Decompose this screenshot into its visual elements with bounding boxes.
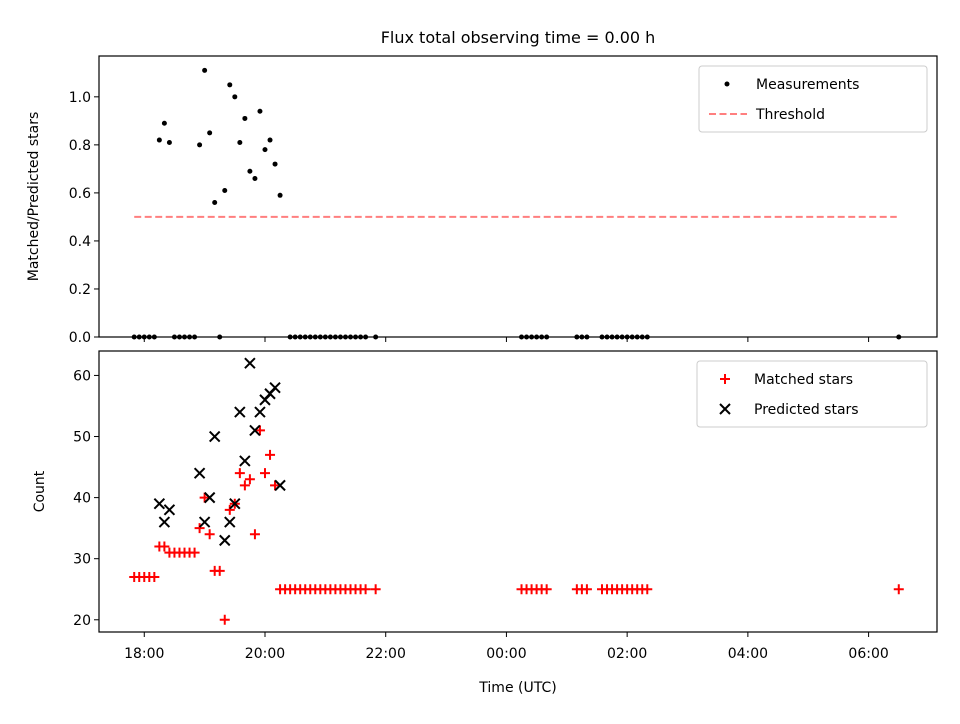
x-tick-label: 18:00: [124, 646, 164, 662]
measurement-point: [161, 120, 167, 126]
plot-frame: [98, 350, 938, 633]
matched-star-point: [194, 523, 205, 534]
matched-star-point: [159, 541, 170, 552]
legend: Matched stars Predicted stars: [696, 360, 928, 428]
predicted-star-point: [239, 455, 251, 467]
matched-star-point: [149, 572, 160, 583]
y-axis-label: Count: [32, 470, 48, 512]
matched-star-point: [642, 584, 653, 595]
predicted-star-point: [208, 430, 221, 443]
matched-star-point: [893, 584, 904, 595]
predicted-star-point: [249, 424, 261, 437]
measurement-point: [222, 187, 228, 193]
measurement-point: [202, 67, 208, 73]
measurement-point: [262, 147, 268, 153]
x-tick-label: 06:00: [848, 646, 888, 662]
predicted-star-point: [244, 357, 256, 369]
predicted-star-point: [224, 516, 236, 528]
y-tick-label: 60: [73, 368, 91, 384]
y-tick-label: 0.8: [69, 138, 91, 154]
y-tick-label: 20: [73, 613, 91, 629]
predicted-star-point: [219, 534, 231, 547]
matched-star-point: [199, 492, 210, 503]
legend: Measurements Threshold: [698, 65, 928, 133]
plot-frame: [98, 55, 938, 338]
measurement-point: [232, 94, 238, 100]
predicted-star-point: [254, 406, 266, 418]
x-tick-label: 04:00: [728, 646, 768, 662]
legend-label: Matched stars: [754, 372, 853, 388]
matched-star-point: [370, 584, 381, 595]
measurement-point: [237, 139, 243, 145]
legend-box: [696, 360, 928, 428]
matched-star-point: [254, 425, 265, 436]
figure-title: Flux total observing time = 0.00 h: [381, 28, 656, 47]
measurement-point: [156, 137, 162, 143]
y-tick-label: 0.4: [69, 234, 91, 250]
matched-star-point: [259, 468, 270, 479]
measurement-point: [197, 142, 203, 148]
legend-box: [698, 65, 928, 133]
matched-star-point: [219, 614, 230, 625]
matched-star-point: [541, 584, 552, 595]
measurement-point: [272, 161, 278, 167]
x-axis-label: Time (UTC): [478, 680, 556, 696]
y-tick-label: 0.0: [69, 330, 91, 346]
predicted-star-point: [274, 479, 286, 492]
measurement-point: [252, 175, 258, 181]
y-tick-label: 50: [73, 430, 91, 446]
x-tick-label: 00:00: [486, 646, 526, 662]
predicted-star-point: [229, 498, 241, 510]
legend-x-icon: [719, 403, 731, 415]
measurement-point: [166, 139, 172, 145]
y-tick-label: 0.2: [69, 282, 91, 298]
predicted-star-point: [163, 504, 176, 516]
legend-label: Predicted stars: [754, 402, 859, 418]
count-panel: 20 30 40 50 60 18:00 20:00 22:00 00:00 02:00 04:00…: [32, 350, 938, 696]
matched-star-point: [239, 480, 250, 491]
matched-star-point: [224, 504, 235, 515]
predicted-star-point: [234, 406, 246, 418]
y-tick-label: 0.6: [69, 186, 91, 202]
predicted-star-point: [193, 467, 206, 479]
matched-star-point: [204, 529, 215, 540]
matched-star-point: [270, 480, 281, 491]
legend-label: Measurements: [756, 77, 859, 93]
matched-star-point: [265, 449, 276, 460]
legend-label: Threshold: [755, 107, 825, 123]
matched-star-point: [244, 474, 255, 485]
y-tick-label: 1.0: [69, 90, 91, 106]
x-tick-label: 02:00: [607, 646, 647, 662]
measurement-point: [247, 168, 253, 174]
y-tick-label: 30: [73, 552, 91, 568]
y-axis-label: Matched/Predicted stars: [26, 112, 42, 282]
predicted-star-point: [198, 516, 211, 528]
matched-star-point: [581, 584, 592, 595]
measurement-point: [227, 82, 233, 88]
matched-star-point: [360, 584, 371, 595]
predicted-star-point: [153, 498, 166, 510]
predicted-star-point: [158, 516, 171, 528]
y-tick-label: 40: [73, 491, 91, 507]
x-tick-label: 22:00: [366, 646, 406, 662]
ratio-panel: 0.0 0.2 0.4 0.6 0.8 1.0 Matched/Predicted star…: [26, 55, 938, 346]
legend-plus-icon: [720, 374, 730, 384]
predicted-star-point: [203, 491, 216, 504]
matched-star-point: [249, 529, 260, 540]
measurement-point: [267, 137, 273, 143]
measurement-point: [212, 200, 218, 206]
matched-star-point: [234, 468, 245, 479]
measurement-point: [242, 115, 248, 121]
matched-star-point: [214, 565, 225, 576]
x-tick-label: 20:00: [245, 646, 285, 662]
predicted-star-point: [269, 381, 281, 394]
measurement-point: [277, 192, 283, 198]
measurement-point: [207, 130, 213, 136]
legend-dot-icon: [724, 81, 730, 87]
measurement-point: [257, 108, 263, 114]
matched-star-point: [189, 547, 200, 558]
